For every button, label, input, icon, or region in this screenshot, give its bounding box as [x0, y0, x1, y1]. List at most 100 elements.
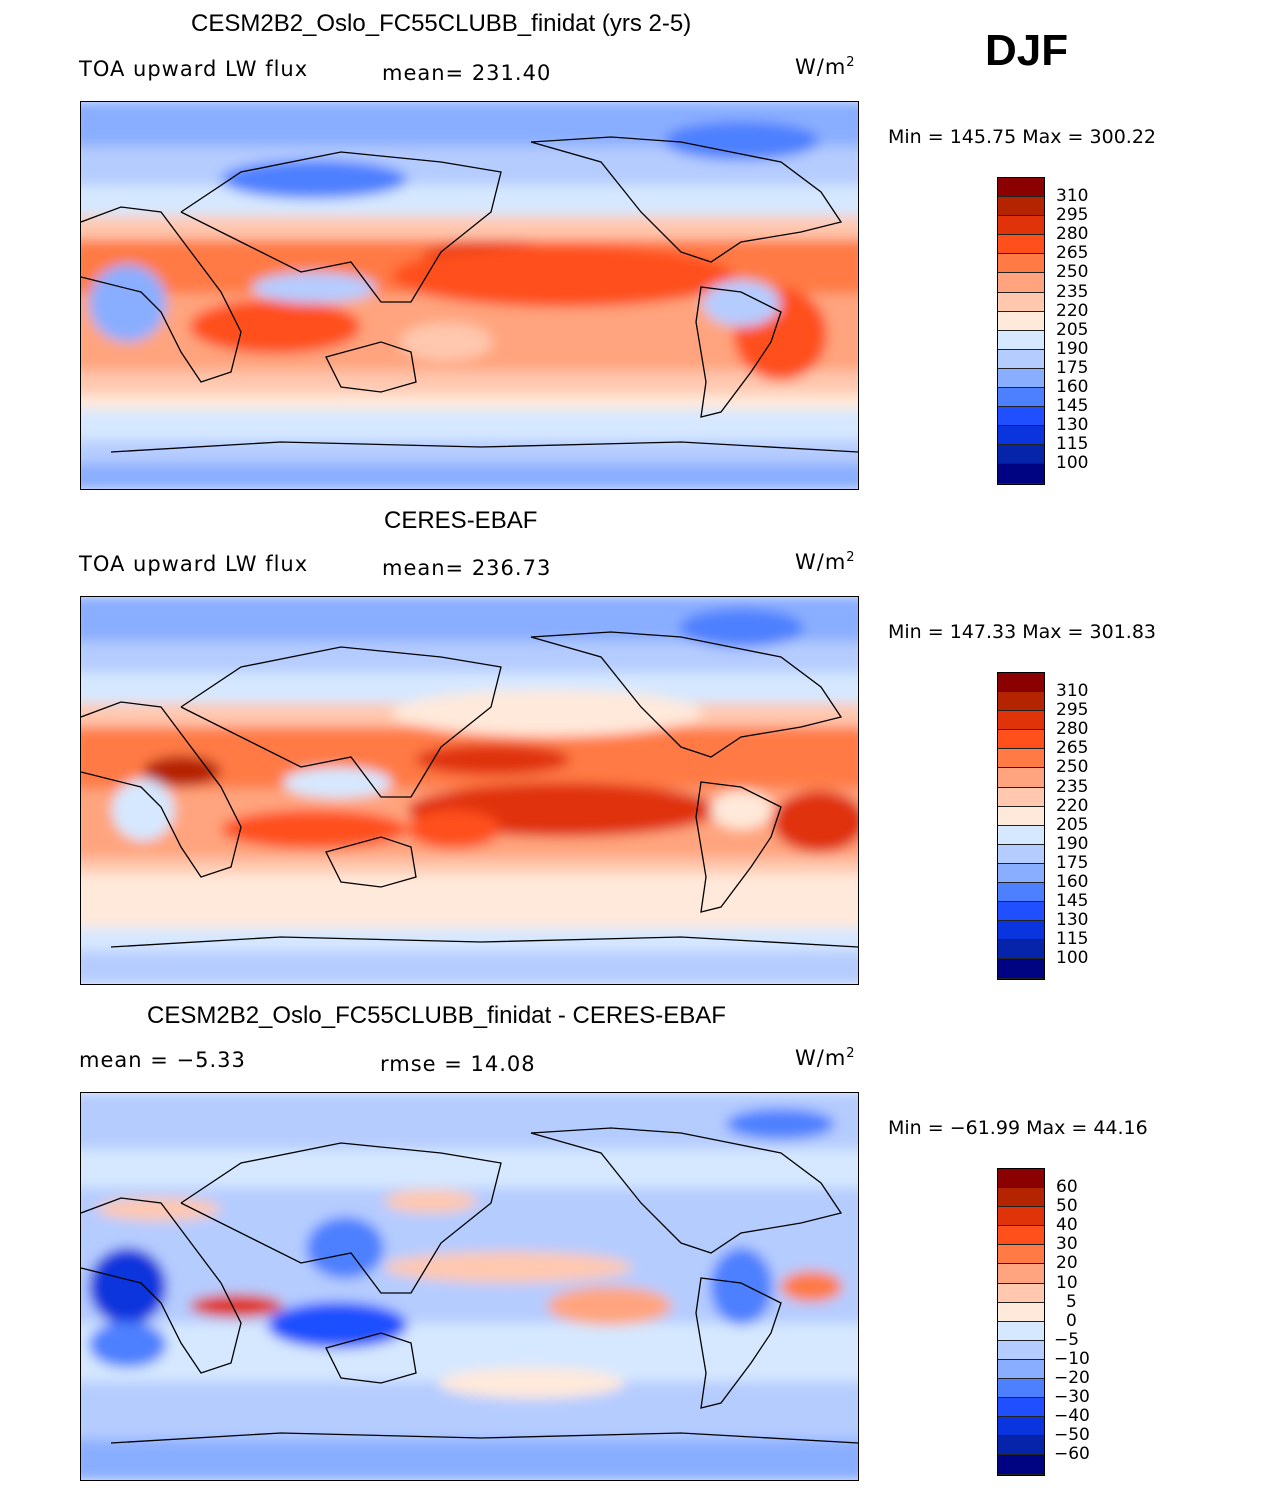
colorbar-swatch — [998, 1359, 1044, 1380]
coastline — [80, 701, 242, 878]
colorbar-swatch — [998, 730, 1044, 750]
contour-band — [71, 440, 868, 468]
coastline — [80, 206, 242, 383]
colorbar-tick-label: 130 — [1056, 415, 1089, 436]
colorbar-tick-label: 265 — [1056, 243, 1089, 264]
colorbar-swatch — [998, 921, 1044, 941]
panel-center-label: rmse = 14.08 — [380, 1052, 536, 1076]
panel-center-label: mean= 236.73 — [382, 556, 552, 580]
colorbar-tick-label: 160 — [1056, 872, 1089, 892]
colorbar-swatch — [998, 368, 1044, 389]
panel-left-label: mean = −5.33 — [79, 1048, 246, 1072]
colorbar-swatch — [998, 711, 1044, 731]
contour-region — [220, 160, 408, 199]
coastline — [530, 631, 843, 758]
colorbar-swatch — [998, 1379, 1044, 1399]
colorbar-tick-label: −5 — [1054, 1329, 1080, 1350]
season-label: DJF — [985, 26, 1069, 75]
contour-region — [772, 790, 866, 853]
contour-band — [71, 185, 868, 221]
colorbar-tick-label: 235 — [1056, 776, 1089, 797]
units-text: W/m — [795, 550, 847, 574]
colorbar-tick-label: −30 — [1054, 1387, 1090, 1408]
colorbar-swatch — [998, 1417, 1044, 1437]
colorbar-swatch — [998, 902, 1044, 922]
coastline — [180, 151, 502, 303]
contour-band — [71, 873, 868, 932]
panel-left-label: TOA upward LW flux — [79, 57, 309, 81]
colorbar-swatch — [998, 768, 1044, 788]
coastline — [110, 1432, 859, 1444]
min-max-label: Min = −61.99 Max = 44.16 — [888, 1117, 1148, 1139]
contour-band — [71, 858, 868, 878]
colorbar-swatch — [998, 825, 1044, 845]
contour-field — [71, 100, 868, 491]
colorbar-swatch — [998, 235, 1044, 255]
colorbar-swatch — [998, 749, 1044, 769]
colorbar-tick-label: 50 — [1056, 1196, 1078, 1217]
colorbar-tick-label: 10 — [1056, 1272, 1078, 1293]
colorbar-tick-label: −60 — [1054, 1444, 1090, 1465]
contour-region — [96, 1197, 221, 1221]
colorbar-tick-label: 160 — [1056, 377, 1089, 397]
contour-band — [71, 951, 868, 986]
colorbar-swatch — [998, 178, 1044, 198]
units-label: W/m2 — [795, 55, 856, 79]
colorbar-swatch — [998, 883, 1044, 903]
contour-region — [547, 1286, 672, 1326]
colorbar-tick-label: 130 — [1056, 910, 1089, 931]
colorbar-swatch — [998, 692, 1044, 712]
min-max-label: Min = 145.75 Max = 300.22 — [888, 126, 1156, 148]
colorbar-tick-label: 295 — [1056, 205, 1089, 226]
panel-title: CESM2B2_Oslo_FC55CLUBB_finidat - CERES-E… — [147, 1002, 726, 1029]
contour-region — [702, 280, 781, 327]
colorbar-swatch — [998, 330, 1044, 350]
colorbar-tick-label: 250 — [1056, 757, 1089, 778]
colorbar-tick-label: 235 — [1056, 281, 1089, 302]
colorbar-tick-label: 190 — [1056, 338, 1089, 359]
map-panel — [71, 595, 868, 986]
map-panel — [71, 100, 868, 491]
colorbar-tick-label: 310 — [1056, 681, 1089, 701]
colorbar — [997, 1168, 1045, 1476]
colorbar-tick-label: 20 — [1056, 1253, 1078, 1274]
colorbar-swatch — [998, 1455, 1044, 1475]
contour-region — [438, 1367, 625, 1399]
map-panel — [71, 1091, 868, 1482]
colorbar-swatch — [998, 959, 1044, 979]
contour-region — [679, 608, 804, 648]
colorbar-tick-label: 310 — [1056, 186, 1089, 206]
contour-field — [71, 595, 868, 986]
contour-region — [384, 1251, 633, 1283]
coastline — [110, 441, 859, 453]
colorbar-swatch — [998, 1226, 1044, 1246]
colorbar-tick-label: −50 — [1054, 1425, 1090, 1446]
contour-band — [71, 409, 868, 445]
contour-region — [663, 121, 820, 161]
contour-region — [267, 1301, 408, 1349]
coastline — [180, 1142, 502, 1294]
contour-region — [710, 1247, 773, 1326]
contour-region — [415, 744, 571, 776]
units-label: W/m2 — [795, 1046, 856, 1070]
colorbar-tick-label: 205 — [1056, 319, 1089, 340]
colorbar-swatch — [998, 1302, 1044, 1322]
contour-region — [780, 1271, 843, 1302]
units-label: W/m2 — [795, 550, 856, 574]
colorbar-swatch — [998, 1283, 1044, 1303]
colorbar-swatch — [998, 464, 1044, 484]
contour-region — [88, 264, 167, 342]
panel-title: CERES-EBAF — [384, 507, 538, 534]
colorbar-swatch — [998, 673, 1044, 693]
contour-band — [71, 1439, 868, 1482]
contour-band — [71, 394, 868, 414]
colorbar-tick-label: 60 — [1056, 1177, 1078, 1197]
colorbar-swatch — [998, 1188, 1044, 1208]
contour-band — [71, 1149, 868, 1192]
contour-band — [71, 463, 868, 491]
contour-region — [88, 1247, 167, 1326]
contour-region — [143, 755, 221, 787]
colorbar-swatch — [998, 1340, 1044, 1360]
contour-region — [306, 1216, 385, 1279]
colorbar-swatch — [998, 1436, 1044, 1456]
